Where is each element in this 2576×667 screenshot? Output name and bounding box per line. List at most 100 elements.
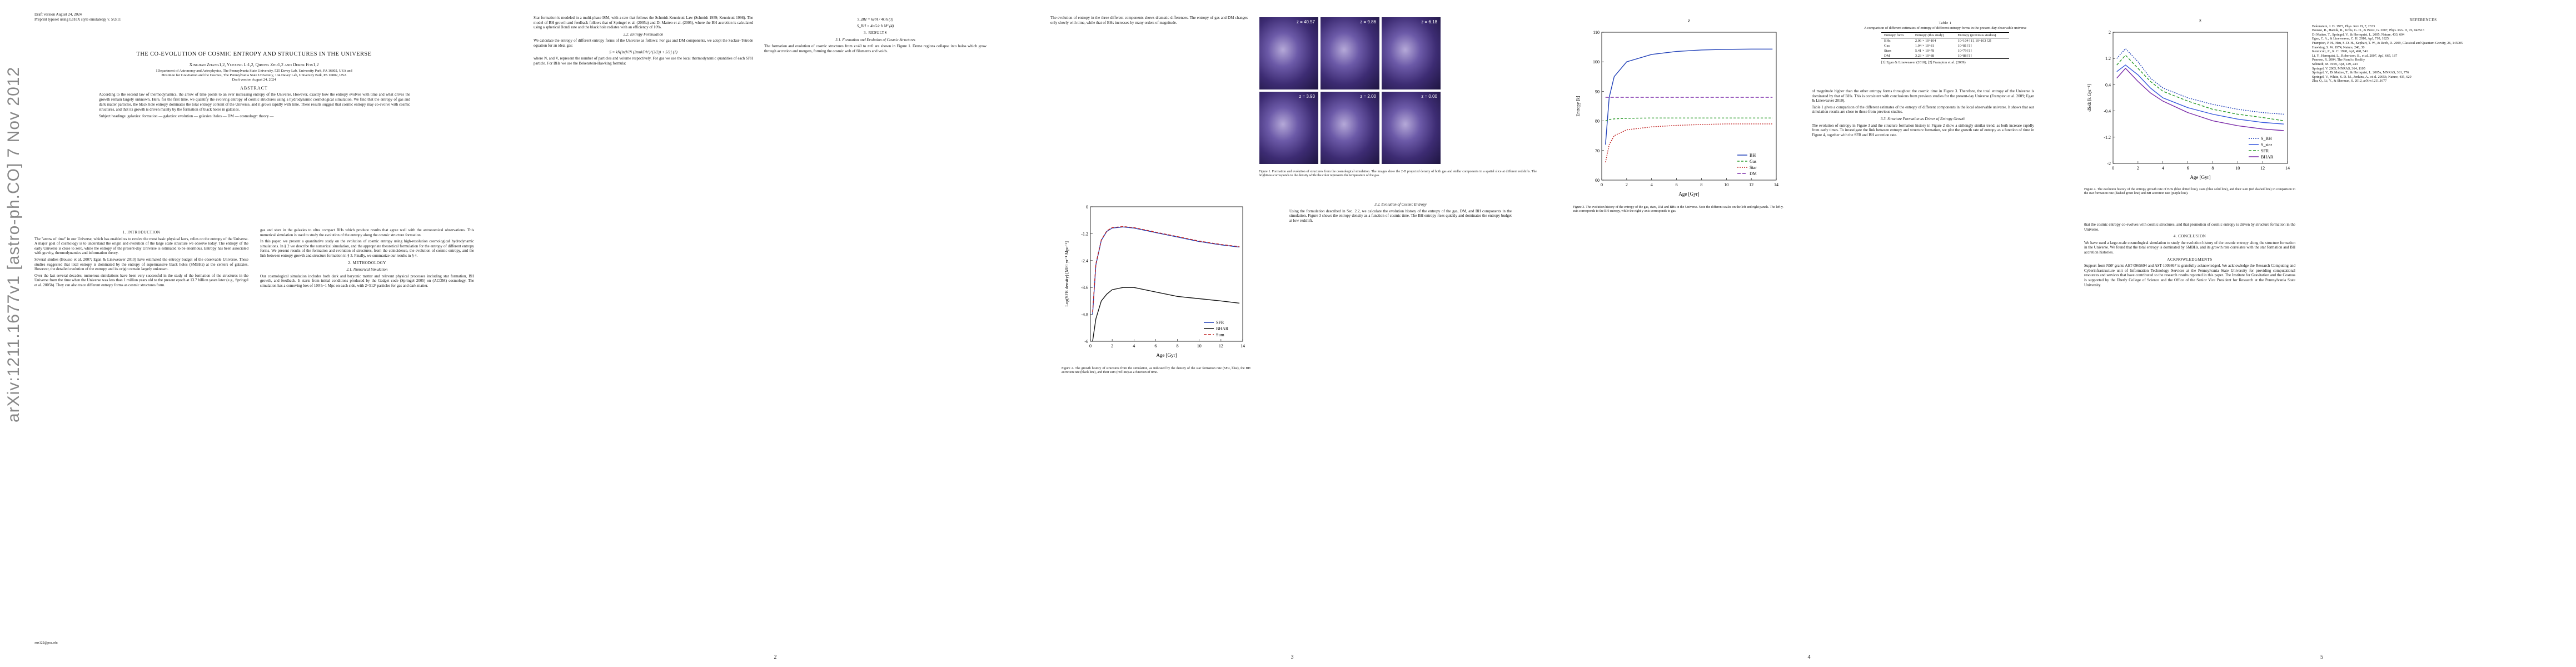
x-tick-label: 10 <box>1724 182 1728 187</box>
col2-paragraph-1: gas and stars in the galaxies to ultra c… <box>260 228 474 237</box>
methods-heading: 2. METHODOLOGY <box>348 260 386 265</box>
col4-paragraph-1: of magnitude higher than the other entro… <box>1812 89 2034 103</box>
table-cell: 1.04 × 10^81 <box>1915 44 1935 48</box>
draft-line: Draft version August 24, 2024 <box>34 12 82 17</box>
table-cell: Stars <box>1884 49 1891 53</box>
y-axis-label: dS/dt [k Gyr⁻¹] <box>2087 84 2092 112</box>
x-tick-label: 8 <box>1177 344 1179 349</box>
legend-label: S_star <box>2261 142 2272 147</box>
p3-column-2: 3.2. Evolution of Cosmic Entropy Using t… <box>1289 200 1512 223</box>
figure-3-caption: Figure 3. The evolution history of the e… <box>1573 206 1784 213</box>
y-axis-label: Log(SFR density) [M☉ yr⁻¹ Mpc⁻³] <box>1064 241 1069 307</box>
y-tick-label: 0.4 <box>2105 82 2111 87</box>
series-line-gas <box>1605 117 1773 122</box>
y-axis-label: Entropy [k] <box>1576 96 1581 116</box>
formation-paragraph-1: The formation and evolution of cosmic st… <box>764 44 986 53</box>
growth-heading: 3.3. Structure Formation as Driver of En… <box>1880 116 1966 121</box>
reference-item: Di Matteo, T., Springel, V., & Hernquist… <box>2312 32 2405 37</box>
legend-label: DM <box>1750 171 1757 176</box>
table-header-cell: Entropy (this study) <box>1912 32 1955 38</box>
sim-panel-1: z = 40.57 <box>1259 17 1319 90</box>
equation-3: S_BH = kc³A / 4Għ (3) <box>857 17 894 22</box>
reference-item: Bousso, R., Harnik, R., Kribs, G. D., & … <box>2312 28 2425 33</box>
series-line-sfr <box>2116 54 2284 121</box>
redshift-label: z = 9.86 <box>1360 19 1376 24</box>
growth-paragraph-1: The evolution of entropy in Figure 3 and… <box>1812 123 2034 137</box>
x-tick-label: 8 <box>2211 166 2214 171</box>
reference-item: Frampton, P. H., Hsu, S. D. H., Kephart,… <box>2312 41 2463 45</box>
reference-item: Bekenstein, J. D. 1973, Phys. Rev. D, 7,… <box>2312 24 2375 28</box>
legend-label: BH <box>1750 153 1756 158</box>
paper-title: THE CO-EVOLUTION OF COSMIC ENTROPY AND S… <box>136 51 372 57</box>
page-3: z = 40.57 z = 9.86 z = 6.18 z = 3.93 z =… <box>1034 0 1551 667</box>
x-tick-label: 14 <box>2285 166 2290 171</box>
y-tick-label: -1.2 <box>2104 135 2111 140</box>
x-tick-label: 10 <box>2235 166 2240 171</box>
p5-column-1: that the cosmic entropy co-evolves with … <box>2084 222 2295 287</box>
series-line-sfr <box>1092 226 1240 315</box>
legend-label: Gas <box>1750 159 1756 164</box>
reference-item: Springel, V., Di Matteo, T., & Hernquist… <box>2312 71 2409 75</box>
x-tick-label: 14 <box>1240 344 1245 349</box>
series-line-bh <box>1605 48 1773 145</box>
x-tick-label: 2 <box>1111 344 1113 349</box>
col5-paragraph-1: that the cosmic entropy co-evolves with … <box>2084 222 2295 232</box>
entropy-paragraph-2: where N, and V, represent the number of … <box>534 56 753 66</box>
equation-1: S = kN[ln(V/N (2πmkT/h²)^(3/2)) + 5/2] (… <box>609 49 677 54</box>
y-tick-label: -2 <box>2107 161 2111 166</box>
table-header-cell: Entropy (previous studies) <box>1955 32 2009 38</box>
p2-column-1: Star formation is modeled in a multi-pha… <box>534 16 753 66</box>
x-tick-label: 4 <box>1133 344 1135 349</box>
page-4: 0 2 4 6 8 10 12 14 60 70 80 90 100 110 Age [Gyr] Entrop… <box>1551 0 2067 667</box>
abstract: According to the second law of thermodyn… <box>99 92 410 119</box>
numsim-paragraph-1: Our cosmological simulation includes bot… <box>260 273 474 288</box>
series-line-s-star <box>2116 64 2284 125</box>
redshift-label: z = 3.93 <box>1299 94 1315 99</box>
x-tick-label: 14 <box>1774 182 1778 187</box>
redshift-label: z = 2.00 <box>1360 94 1376 99</box>
sim-panel-2: z = 9.86 <box>1320 17 1380 90</box>
table-cell: 10^79 [1] <box>1957 49 1972 53</box>
reference-item: Schmidt, M. 1959, ApJ, 129, 243 <box>2312 62 2358 66</box>
table-header-cell: Entropy form <box>1881 32 1912 38</box>
y-tick-label: 1.2 <box>2105 56 2111 61</box>
y-tick-label: 0 <box>1086 205 1088 210</box>
x-tick-label: 6 <box>1154 344 1157 349</box>
series-line-s-bh <box>2116 48 2284 115</box>
y-tick-label: 60 <box>1595 178 1600 183</box>
affiliation-1: 1Department of Astronomy and Astrophysic… <box>156 69 352 73</box>
conclusion-heading: 4. CONCLUSION <box>2173 234 2206 239</box>
reference-item: Springel, V. 2005, MNRAS, 364, 1105 <box>2312 66 2365 71</box>
reference-item: Kennicutt, Jr., R. C. 1998, ApJ, 498, 54… <box>2312 49 2368 54</box>
reference-item: Zhu, Q., Li, Y., & Sherman, S. 2012, arX… <box>2312 79 2387 83</box>
table-row: Stars 5.41 × 10^78 10^79 [1] <box>1881 48 2009 53</box>
table-cell: 5.41 × 10^78 <box>1915 49 1935 53</box>
legend-label: BHAR <box>1216 326 1229 331</box>
page-number: 2 <box>774 654 777 660</box>
reference-item: Li, Y., Hernquist, L., Robertson, B., et… <box>2312 53 2398 58</box>
intro-heading: 1. INTRODUCTION <box>122 230 161 235</box>
x-tick-label: 6 <box>2187 166 2189 171</box>
y-tick-label: 80 <box>1595 119 1600 124</box>
table-cell: 10^88 [1] <box>1955 53 2009 59</box>
p2-column-2: S_BH = kc³A / 4Għ (3) S_BH = 4πG/c ħ M² … <box>764 16 986 54</box>
x-axis-label: Age [Gyr] <box>1678 191 1699 197</box>
sim-panel-4: z = 3.93 <box>1259 91 1319 165</box>
entropy-evo-heading: 3.2. Evolution of Cosmic Entropy <box>1374 202 1427 207</box>
y-tick-label: -2.4 <box>1081 258 1088 263</box>
reference-item: Egan, C. A., & Lineweaver, C. H. 2010, A… <box>2312 37 2389 41</box>
figure-3-chart: 0 2 4 6 8 10 12 14 60 70 80 90 100 110 Age [Gyr] Entrop… <box>1576 18 1778 197</box>
numsim-paragraph-2: Star formation is modeled in a multi-pha… <box>534 16 753 30</box>
keywords: Subject headings: galaxies: formation — … <box>99 114 274 118</box>
y-tick-label: 100 <box>1593 59 1600 64</box>
y-tick-label: -0.4 <box>2104 109 2111 114</box>
abstract-heading: ABSTRACT <box>240 86 268 91</box>
legend-label: Sum <box>1216 332 1224 337</box>
x-tick-label: 12 <box>1749 182 1753 187</box>
results-heading: 3. RESULTS <box>864 31 887 36</box>
series-line-sum <box>1092 226 1240 312</box>
p4-column-2: of magnitude higher than the other entro… <box>1812 89 2034 137</box>
table-row: DM 3.23 × 10^88 10^88 [1] <box>1881 53 2009 59</box>
intro-paragraph-1: The "arrow of time" in our Universe, whi… <box>34 236 248 256</box>
y-tick-label: 90 <box>1595 89 1600 94</box>
